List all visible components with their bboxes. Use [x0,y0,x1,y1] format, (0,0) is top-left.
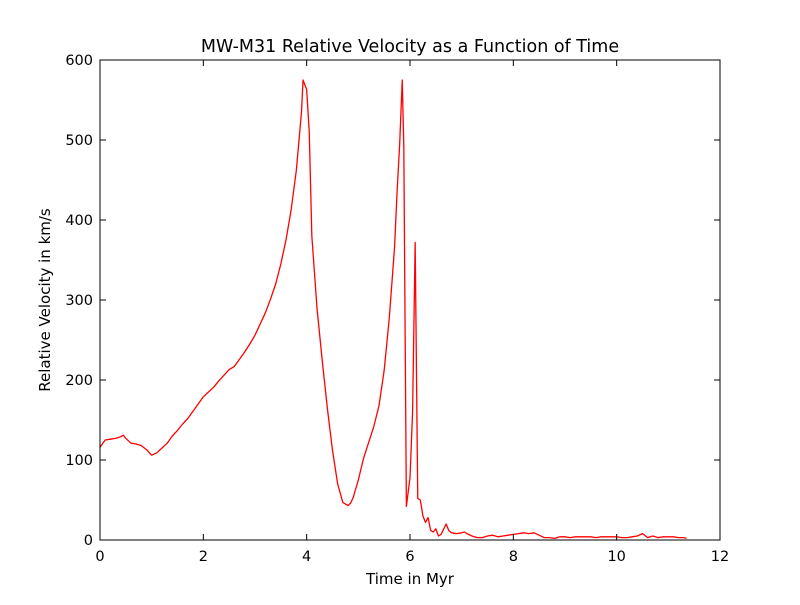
x-axis-label: Time in Myr [365,570,455,588]
x-tick-label: 12 [711,549,729,565]
x-tick-label: 8 [509,549,518,565]
plot-area [99,59,721,541]
y-tick-label: 600 [65,53,93,69]
x-axis-ticks: 0 2 4 6 8 10 12 [95,60,729,565]
y-axis-label: Relative Velocity in km/s [36,208,54,392]
y-tick-label: 400 [65,213,93,229]
series-line-0 [99,79,687,540]
x-tick-label: 2 [199,549,208,565]
x-tick-label: 6 [405,549,414,565]
y-tick-label: 0 [84,533,93,549]
x-tick-label: 4 [302,549,311,565]
chart-title: MW-M31 Relative Velocity as a Function o… [201,37,619,57]
y-axis-ticks: 0 100 200 300 400 500 600 [65,53,720,549]
x-tick-label: 0 [95,549,104,565]
y-tick-label: 300 [65,293,93,309]
x-tick-label: 10 [607,549,625,565]
y-tick-label: 200 [65,373,93,389]
y-tick-label: 100 [65,453,93,469]
y-tick-label: 500 [65,133,93,149]
